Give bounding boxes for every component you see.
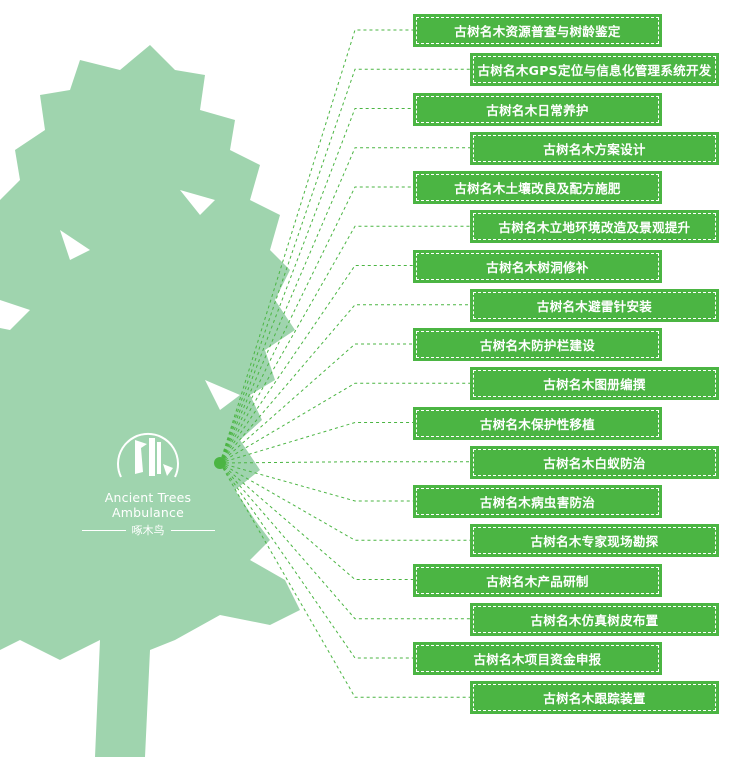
connector-line	[219, 225, 470, 464]
connector-line	[219, 29, 413, 464]
service-box: 古树名木树洞修补	[413, 249, 662, 283]
connector-line	[219, 462, 413, 659]
service-label: 古树名木图册编撰	[473, 370, 716, 398]
woodpecker-icon	[117, 433, 179, 478]
service-label: 古树名木跟踪装置	[473, 684, 716, 712]
connector-line	[219, 461, 470, 464]
service-box: 古树名木病虫害防治	[413, 485, 662, 518]
connector-line	[219, 462, 413, 502]
service-label: 古树名木病虫害防治	[416, 488, 659, 515]
service-box: 古树名木项目资金申报	[413, 642, 662, 675]
service-box: 古树名木保护性移植	[413, 406, 662, 440]
service-label: 古树名木树洞修补	[416, 252, 659, 280]
connector-line	[219, 304, 470, 464]
connector-line	[219, 343, 413, 464]
service-label: 古树名木防护栏建设	[416, 331, 659, 358]
connector-line	[219, 186, 413, 464]
focal-point-dot	[214, 457, 226, 469]
logo-english-name: Ancient Trees Ambulance	[104, 490, 192, 520]
service-label: 古树名木立地环境改造及景观提升	[473, 213, 716, 241]
connector-line	[219, 462, 470, 620]
service-label: 古树名木避雷针安装	[473, 291, 716, 319]
connector-line	[219, 147, 470, 464]
service-box: 古树名木避雷针安装	[470, 288, 719, 322]
service-label: 古树名木土壤改良及配方施肥	[416, 174, 659, 201]
service-label: 古树名木专家现场勘探	[473, 527, 716, 555]
logo-chinese-name: 啄木鸟	[131, 524, 165, 537]
service-label: 古树名木方案设计	[473, 134, 716, 162]
connector-line	[219, 422, 413, 464]
service-label: 古树名木资源普查与树龄鉴定	[416, 17, 659, 44]
service-label: 古树名木GPS定位与信息化管理系统开发	[473, 56, 716, 84]
connector-line	[219, 265, 413, 464]
service-box: 古树名木白蚁防治	[470, 445, 719, 479]
service-label: 古树名木项目资金申报	[416, 645, 659, 672]
service-label: 古树名木日常养护	[416, 95, 659, 123]
service-box: 古树名木专家现场勘探	[470, 524, 719, 558]
service-label: 古树名木保护性移植	[416, 409, 659, 437]
service-box: 古树名木防护栏建设	[413, 328, 662, 361]
service-box: 古树名木图册编撰	[470, 367, 719, 401]
service-box: 古树名木方案设计	[470, 131, 719, 165]
service-box: 古树名木产品研制	[413, 563, 662, 597]
service-box: 古树名木土壤改良及配方施肥	[413, 171, 662, 204]
service-box: 古树名木资源普查与树龄鉴定	[413, 14, 662, 47]
service-box: 古树名木仿真树皮布置	[470, 602, 719, 636]
service-box: 古树名木日常养护	[413, 92, 662, 126]
service-label: 古树名木仿真树皮布置	[473, 605, 716, 633]
connector-line	[219, 462, 413, 580]
connector-line	[219, 462, 470, 698]
connector-line	[219, 108, 413, 464]
service-box: 古树名木跟踪装置	[470, 681, 719, 715]
connector-line	[219, 68, 470, 464]
service-label: 古树名木白蚁防治	[473, 448, 716, 476]
connector-line	[219, 382, 470, 464]
logo: Ancient Trees Ambulance 啄木鸟	[68, 422, 228, 538]
service-box: 古树名木GPS定位与信息化管理系统开发	[470, 53, 719, 87]
service-label: 古树名木产品研制	[416, 566, 659, 594]
service-box: 古树名木立地环境改造及景观提升	[470, 210, 719, 244]
